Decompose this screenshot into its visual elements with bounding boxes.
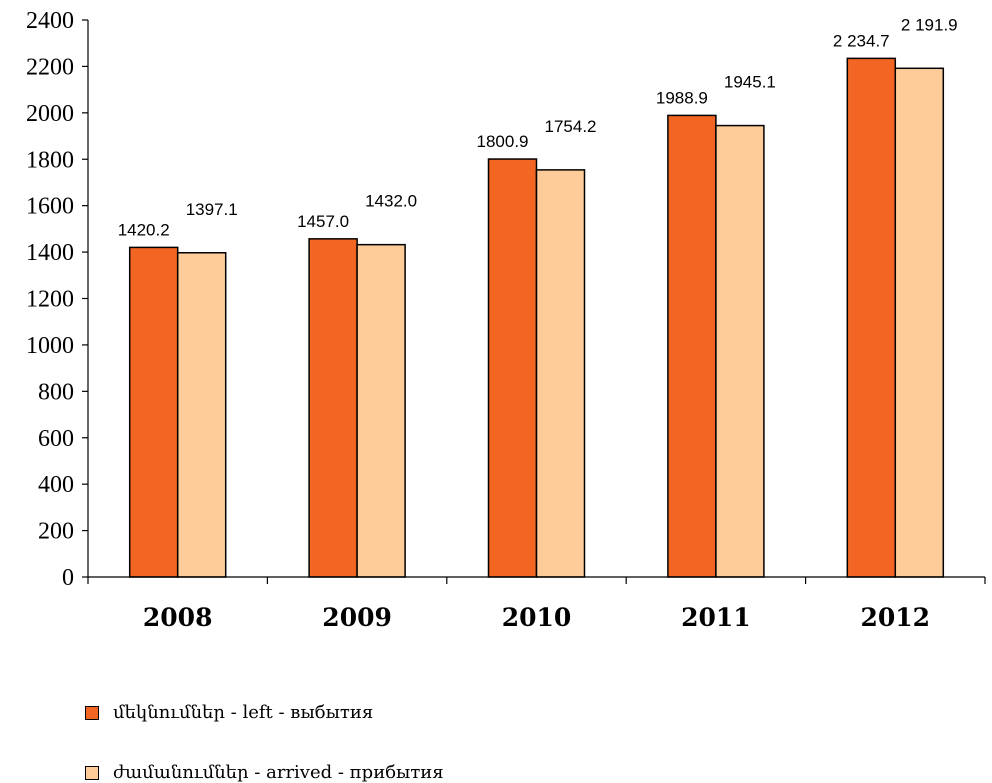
y-tick-label: 600 <box>38 426 74 452</box>
y-tick-label: 2200 <box>26 54 74 80</box>
y-axis: 0 200 400 600 800 1000 1200 1400 1600 1800 2000 220… <box>26 8 89 591</box>
legend-swatch-arrived <box>85 765 99 780</box>
x-tick-label: 2008 <box>143 603 213 632</box>
legend-item-arrived: ժամանումներ - arrived - прибытия <box>85 762 444 783</box>
x-tick-label: 2009 <box>322 603 392 632</box>
y-tick-label: 1400 <box>26 240 74 266</box>
y-tick-label: 1600 <box>26 194 74 220</box>
bars <box>128 57 945 578</box>
y-tick-label: 1200 <box>26 287 74 313</box>
y-tick-label: 800 <box>38 379 74 405</box>
y-tick-label: 2400 <box>26 8 74 34</box>
data-label: 1432.0 <box>365 192 417 211</box>
bar-arrived-2010 <box>535 169 586 578</box>
bar-left-2012 <box>846 57 897 578</box>
x-tick-label: 2010 <box>502 603 572 632</box>
data-label: 1754.2 <box>545 117 597 136</box>
bar-left-2011 <box>667 114 717 578</box>
legend-item-left: մեկնումներ - left - выбытия <box>85 702 373 723</box>
x-axis: 2008 2009 2010 2011 2012 <box>87 576 986 632</box>
data-label: 1945.1 <box>724 73 776 92</box>
legend-label-left: մեկնումներ - left - выбытия <box>113 702 374 723</box>
bar-arrived-2009 <box>356 243 406 578</box>
bar-left-2010 <box>487 158 538 578</box>
data-label: 1988.9 <box>656 88 708 107</box>
data-label: 1397.1 <box>186 200 238 219</box>
bar-arrived-2011 <box>715 124 765 578</box>
y-tick-label: 2000 <box>26 101 74 127</box>
y-tick-label: 0 <box>62 565 74 591</box>
bar-arrived-2008 <box>176 252 227 578</box>
bar-left-2009 <box>308 238 358 578</box>
data-label: 2 234.7 <box>833 31 890 50</box>
y-tick-label: 200 <box>38 519 74 545</box>
y-tick-label: 400 <box>38 472 74 498</box>
bar-left-2008 <box>128 246 179 578</box>
data-labels: 1420.2 1397.1 1457.0 1432.0 1800.9 1754.2 1988… <box>118 15 958 239</box>
data-label: 1457.0 <box>297 212 349 231</box>
legend-label-arrived: ժամանումներ - arrived - прибытия <box>113 762 444 783</box>
y-tick-label: 1000 <box>26 333 74 359</box>
bar-arrived-2012 <box>894 67 945 578</box>
data-label: 2 191.9 <box>901 15 958 34</box>
data-label: 1420.2 <box>118 220 170 239</box>
x-tick-label: 2011 <box>681 603 751 632</box>
data-label: 1800.9 <box>477 132 529 151</box>
y-tick-label: 1800 <box>26 147 74 173</box>
legend-swatch-left <box>85 705 99 720</box>
x-tick-label: 2012 <box>861 603 931 632</box>
